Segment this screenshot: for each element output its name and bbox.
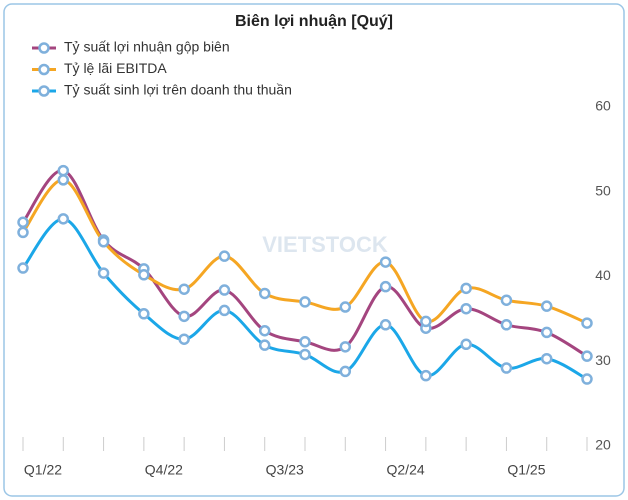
data-point: [218, 284, 231, 296]
data-point: [460, 338, 472, 351]
data-point: [339, 341, 352, 353]
data-point: [218, 304, 231, 317]
legend-label: Tỷ suất lợi nhuận gộp biên: [64, 39, 230, 55]
data-point: [57, 174, 70, 186]
data-point: [258, 339, 271, 351]
y-tick-label: 40: [595, 267, 611, 283]
data-point: [500, 319, 513, 331]
data-point: [379, 319, 392, 331]
data-point: [17, 216, 29, 229]
y-tick-label: 50: [595, 182, 611, 198]
data-point: [218, 250, 231, 262]
data-point: [540, 300, 553, 312]
data-point: [339, 301, 352, 313]
data-point: [540, 326, 553, 339]
data-point: [258, 287, 271, 300]
data-point: [97, 267, 110, 279]
watermark: VIETSTOCK: [262, 232, 388, 257]
data-point: [540, 352, 553, 365]
data-point: [178, 310, 190, 323]
data-point: [17, 226, 29, 239]
data-point: [299, 348, 311, 361]
legend-label: Tỷ lệ lãi EBITDA: [64, 60, 167, 76]
data-point: [581, 350, 593, 362]
x-tick-label: Q2/24: [387, 462, 425, 478]
x-tick-label: Q4/22: [145, 462, 183, 478]
y-tick-label: 20: [595, 437, 611, 453]
data-point: [97, 236, 110, 248]
x-tick-label: Q3/23: [266, 462, 304, 478]
data-point: [500, 362, 513, 374]
data-point: [420, 315, 432, 328]
data-point: [299, 296, 311, 308]
data-point: [138, 308, 150, 320]
data-point: [178, 283, 190, 295]
legend-marker: [38, 85, 50, 97]
data-point: [57, 213, 70, 225]
data-point: [299, 336, 311, 348]
data-point: [420, 369, 432, 382]
data-point: [339, 365, 352, 378]
data-point: [581, 317, 593, 329]
legend-marker: [38, 63, 50, 76]
x-tick-label: Q1/22: [24, 462, 62, 478]
data-point: [258, 324, 271, 337]
data-point: [460, 282, 472, 295]
chart-frame: [3, 3, 625, 497]
legend-marker: [38, 42, 50, 54]
data-point: [500, 294, 513, 306]
data-point: [178, 333, 190, 345]
x-tick-label: Q1/25: [507, 462, 545, 478]
data-point: [581, 373, 593, 385]
data-point: [138, 269, 150, 281]
data-point: [379, 256, 392, 268]
data-point: [17, 262, 29, 274]
data-point: [379, 280, 392, 293]
y-tick-label: 30: [595, 352, 611, 368]
y-tick-label: 60: [595, 98, 611, 114]
data-point: [57, 164, 70, 177]
chart-title: Biên lợi nhuận [Quý]: [235, 13, 393, 30]
data-point: [460, 302, 472, 315]
legend-label: Tỷ suất sinh lợi trên doanh thu thuần: [64, 82, 292, 98]
